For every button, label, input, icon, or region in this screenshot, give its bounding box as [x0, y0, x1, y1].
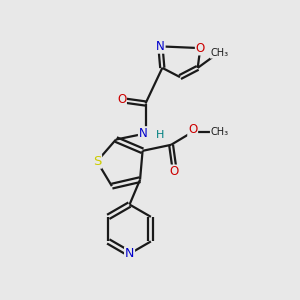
Text: CH₃: CH₃ — [211, 127, 229, 137]
Text: O: O — [188, 123, 197, 136]
Text: N: N — [156, 40, 165, 53]
Text: N: N — [139, 127, 148, 140]
Text: CH₃: CH₃ — [211, 48, 229, 58]
Text: O: O — [169, 165, 179, 178]
Text: O: O — [117, 93, 126, 106]
Text: O: O — [196, 42, 205, 55]
Text: S: S — [93, 155, 101, 168]
Text: N: N — [125, 247, 134, 260]
Text: H: H — [156, 130, 165, 140]
